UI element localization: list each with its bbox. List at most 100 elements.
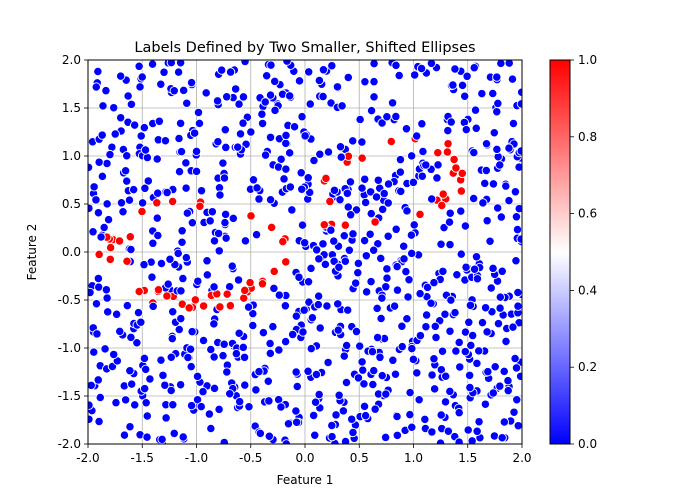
- scatter-point-class-0: [313, 291, 324, 301]
- scatter-point-class-0: [327, 61, 337, 71]
- scatter-point-class-0: [454, 337, 464, 348]
- scatter-point-class-0: [168, 307, 178, 317]
- scatter-point-class-1: [269, 266, 279, 277]
- scatter-point-class-0: [489, 431, 500, 441]
- scatter-point-class-1: [415, 209, 425, 220]
- scatter-point-class-0: [366, 276, 376, 287]
- scatter-point-class-0: [508, 322, 518, 332]
- scatter-point-class-0: [497, 266, 507, 276]
- scatter-point-class-0: [169, 428, 179, 439]
- scatter-point-class-0: [142, 152, 153, 163]
- scatter-point-class-0: [174, 166, 185, 177]
- scatter-point-class-0: [355, 341, 365, 351]
- scatter-point-class-0: [254, 366, 264, 377]
- scatter-point-class-0: [297, 184, 307, 194]
- scatter-point-class-0: [440, 397, 451, 407]
- scatter-point-class-0: [329, 256, 339, 266]
- scatter-point-class-0: [422, 282, 433, 293]
- scatter-point-class-0: [443, 426, 453, 436]
- scatter-point-class-0: [111, 398, 121, 408]
- scatter-point-class-0: [471, 252, 482, 262]
- scatter-point-class-0: [412, 368, 422, 378]
- scatter-point-class-1: [94, 249, 104, 260]
- scatter-point-class-0: [115, 326, 125, 336]
- scatter-point-class-0: [252, 183, 262, 193]
- scatter-point-class-0: [193, 276, 203, 286]
- scatter-point-class-0: [431, 332, 441, 343]
- scatter-point-class-0: [97, 171, 108, 182]
- scatter-point-class-0: [89, 347, 99, 357]
- scatter-point-class-0: [329, 185, 340, 195]
- scatter-point-class-0: [88, 414, 94, 424]
- scatter-point-class-0: [176, 286, 186, 296]
- scatter-point-class-0: [136, 131, 146, 141]
- scatter-point-class-0: [96, 232, 106, 242]
- scatter-point-class-0: [382, 273, 392, 283]
- scatter-point-class-0: [222, 367, 232, 377]
- x-tick-label: 0.0: [295, 451, 314, 465]
- scatter-point-class-0: [392, 411, 402, 422]
- scatter-point-class-0: [315, 149, 325, 159]
- scatter-point-class-0: [353, 258, 364, 268]
- scatter-point-class-0: [472, 426, 482, 436]
- scatter-point-class-0: [88, 400, 94, 410]
- scatter-point-class-0: [492, 144, 502, 155]
- scatter-point-class-0: [469, 147, 479, 158]
- scatter-point-class-0: [358, 365, 368, 375]
- scatter-point-class-0: [307, 313, 318, 323]
- scatter-point-class-0: [429, 384, 440, 394]
- scatter-point-class-0: [174, 324, 184, 335]
- scatter-point-class-0: [185, 344, 196, 354]
- scatter-point-class-0: [314, 389, 324, 400]
- scatter-point-class-0: [482, 327, 492, 337]
- scatter-point-class-1: [321, 173, 331, 184]
- scatter-point-class-0: [372, 303, 382, 314]
- scatter-point-class-0: [310, 397, 321, 407]
- scatter-point-class-0: [182, 208, 192, 218]
- scatter-point-class-0: [381, 389, 391, 399]
- scatter-point-class-0: [235, 397, 245, 407]
- scatter-point-class-0: [408, 354, 419, 364]
- scatter-point-class-0: [380, 432, 391, 443]
- scatter-point-class-0: [136, 317, 146, 327]
- scatter-point-class-0: [178, 432, 188, 442]
- scatter-point-class-0: [139, 260, 149, 270]
- colorbar-tick-label: 0.6: [578, 207, 597, 221]
- scatter-point-class-0: [168, 400, 178, 410]
- scatter-point-class-0: [359, 401, 370, 412]
- scatter-point-class-1: [239, 293, 249, 303]
- scatter-point-class-0: [326, 225, 336, 235]
- y-tick-label: -2.0: [58, 437, 81, 451]
- scatter-point-class-0: [391, 224, 401, 234]
- scatter-point-class-0: [347, 414, 357, 424]
- scatter-point-class-0: [116, 198, 127, 208]
- scatter-point-class-0: [446, 295, 456, 305]
- scatter-point-class-0: [469, 63, 479, 73]
- scatter-point-class-0: [469, 264, 480, 274]
- scatter-point-class-0: [102, 158, 112, 169]
- scatter-point-class-0: [488, 88, 498, 99]
- scatter-point-class-0: [209, 319, 219, 329]
- scatter-point-class-0: [297, 220, 308, 230]
- scatter-point-class-0: [160, 136, 171, 146]
- scatter-point-class-0: [292, 381, 302, 392]
- scatter-point-class-0: [470, 105, 481, 115]
- scatter-point-class-0: [283, 419, 294, 429]
- scatter-point-class-0: [395, 167, 406, 177]
- scatter-point-class-0: [495, 303, 505, 313]
- scatter-point-class-0: [219, 339, 229, 349]
- scatter-point-class-0: [268, 321, 278, 332]
- scatter-point-class-0: [322, 301, 332, 311]
- scatter-point-class-0: [485, 236, 495, 246]
- scatter-point-class-0: [450, 64, 460, 74]
- scatter-point-class-0: [369, 60, 379, 69]
- y-tick-label: 1.5: [62, 101, 81, 115]
- scatter-point-class-0: [154, 116, 165, 126]
- scatter-point-class-0: [116, 71, 126, 81]
- scatter-point-class-1: [325, 196, 335, 207]
- scatter-point-class-0: [202, 256, 212, 266]
- scatter-point-class-0: [233, 275, 244, 285]
- scatter-point-class-0: [340, 436, 351, 444]
- scatter-point-class-0: [314, 75, 325, 86]
- scatter-point-class-0: [427, 370, 437, 380]
